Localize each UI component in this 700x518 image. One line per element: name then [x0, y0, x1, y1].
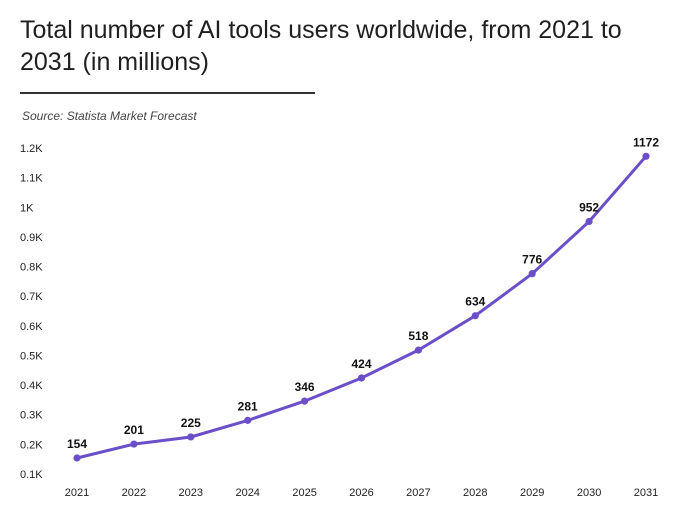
y-tick-label: 0.9K: [20, 232, 43, 244]
data-labels: 154 201 225 281 346 424 518 634 776 952 1172: [67, 135, 659, 451]
y-tick-label: 0.4K: [20, 380, 43, 392]
x-tick-label: 2026: [349, 487, 373, 499]
data-label: 952: [579, 200, 599, 214]
y-tick-label: 0.2K: [20, 439, 43, 451]
data-label: 1172: [633, 135, 659, 149]
data-point: [414, 346, 422, 354]
data-point: [301, 397, 309, 405]
data-point: [528, 270, 536, 278]
data-label: 346: [295, 380, 315, 394]
data-point: [187, 433, 195, 441]
y-tick-label: 0.5K: [20, 350, 43, 362]
source-note: Source: Statista Market Forecast: [22, 109, 197, 123]
data-label: 281: [238, 399, 258, 413]
x-tick-label: 2030: [577, 487, 601, 499]
data-point: [585, 217, 593, 226]
data-label: 518: [408, 329, 428, 343]
y-tick-label: 1.2K: [20, 143, 43, 155]
x-tick-label: 2024: [235, 487, 259, 499]
y-tick-label: 1K: [20, 202, 34, 214]
y-tick-label: 0.6K: [20, 321, 43, 333]
data-point: [471, 312, 479, 320]
data-label: 776: [522, 253, 542, 267]
data-point: [357, 374, 366, 382]
data-point: [642, 152, 650, 160]
data-label: 634: [465, 295, 485, 309]
data-label: 424: [351, 357, 371, 371]
x-tick-label: 2025: [292, 487, 316, 499]
x-tick-label: 2028: [463, 487, 487, 499]
title-divider: [20, 92, 315, 94]
data-points: [73, 152, 650, 462]
x-axis: 2021 2022 2023 2024 2025 2026 2027 2028 2029 2030…: [65, 487, 658, 499]
x-tick-label: 2023: [179, 487, 203, 499]
x-tick-label: 2021: [65, 487, 89, 499]
series-line: [75, 154, 648, 460]
series-ai-users: [75, 154, 648, 460]
x-tick-label: 2029: [520, 487, 544, 499]
data-label: 225: [181, 416, 201, 430]
chart-title: Total number of AI tools users worldwide…: [20, 16, 622, 76]
data-label: 154: [67, 437, 87, 451]
data-point: [130, 440, 138, 448]
data-label: 201: [124, 423, 144, 437]
x-tick-label: 2027: [406, 487, 430, 499]
y-tick-label: 0.7K: [20, 291, 43, 303]
y-tick-label: 0.3K: [20, 410, 43, 422]
x-tick-label: 2031: [634, 487, 658, 499]
x-tick-label: 2022: [122, 487, 146, 499]
y-tick-label: 1.1K: [20, 173, 43, 185]
y-axis: 0.1K 0.2K 0.3K 0.4K 0.5K 0.6K 0.7K 0.8K 0.9K 1K 1.…: [20, 143, 43, 481]
y-tick-label: 0.1K: [20, 469, 43, 481]
data-point: [244, 416, 252, 424]
data-point: [73, 454, 81, 462]
y-tick-label: 0.8K: [20, 262, 43, 274]
